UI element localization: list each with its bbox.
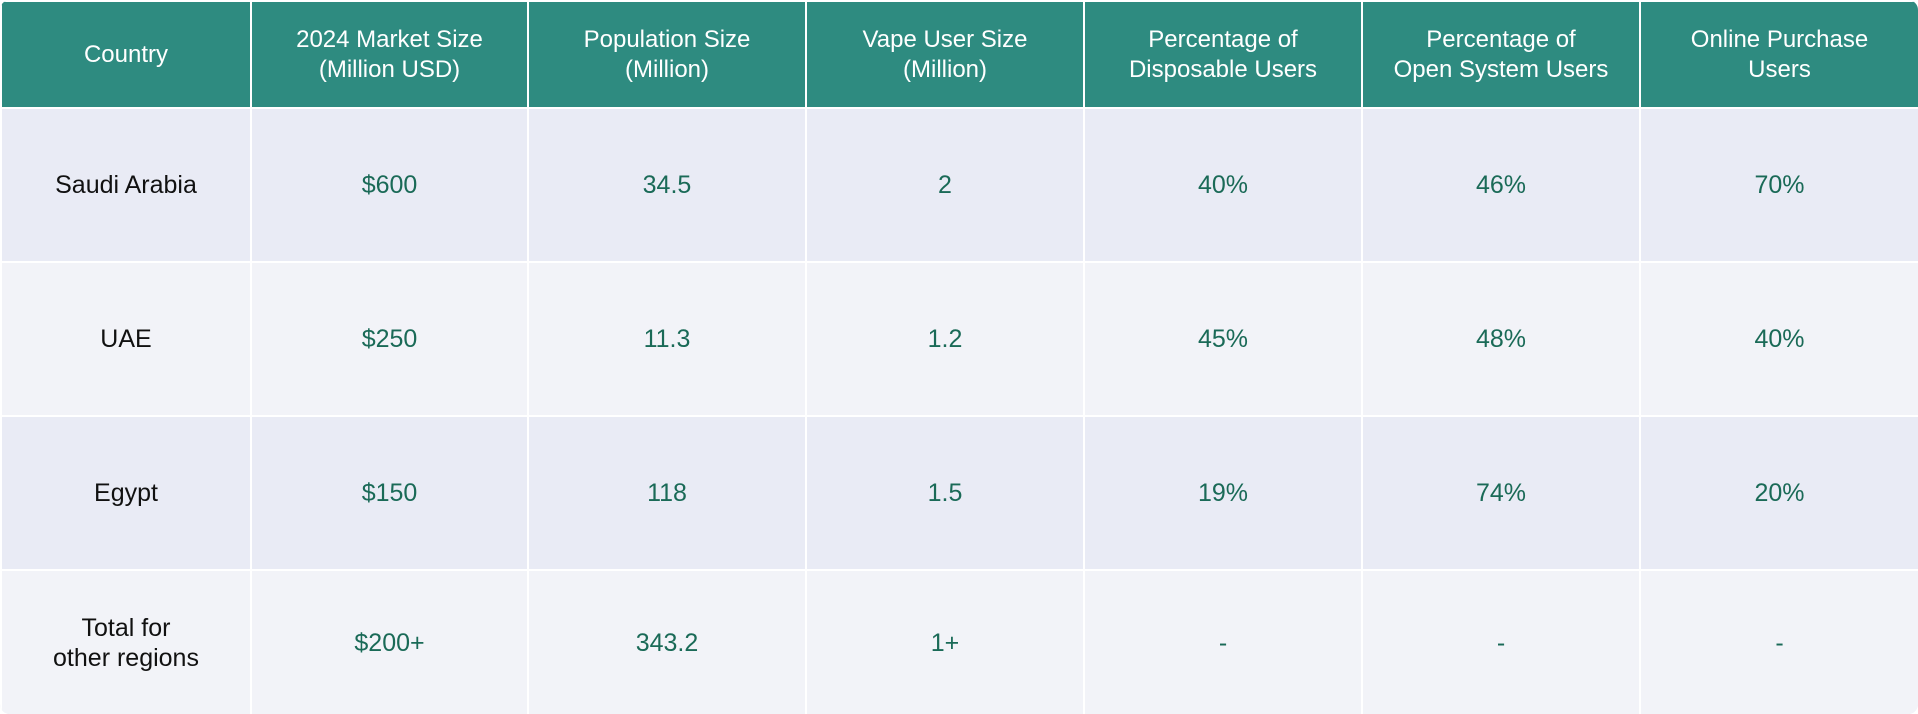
header-population-size-line-2: (Million) xyxy=(625,55,709,83)
cell-online-pct: 40% xyxy=(1639,261,1918,417)
cell-country: Total for other regions xyxy=(0,569,252,714)
cell-population: 343.2 xyxy=(527,569,807,714)
header-disposable-pct: Percentage of Disposable Users xyxy=(1083,0,1363,109)
country-name-line-1: Total for xyxy=(81,613,171,642)
country-name: Saudi Arabia xyxy=(55,171,197,199)
cell-vape-users: 1.5 xyxy=(805,415,1085,571)
table-row: UAE $250 11.3 1.2 45% 48% 40% xyxy=(0,261,1918,417)
cell-vape-users: 1.2 xyxy=(805,261,1085,417)
header-vape-user-size-line-2: (Million) xyxy=(903,55,987,83)
country-name: Egypt xyxy=(94,479,158,507)
table-header-row: Country 2024 Market Size (Million USD) P… xyxy=(0,0,1918,109)
cell-country: Saudi Arabia xyxy=(0,107,252,263)
header-market-size-line-2: (Million USD) xyxy=(318,55,461,83)
cell-vape-users: 1+ xyxy=(805,569,1085,714)
cell-disposable-pct: 40% xyxy=(1083,107,1363,263)
header-market-size: 2024 Market Size (Million USD) xyxy=(250,0,529,109)
table-row: Egypt $150 118 1.5 19% 74% 20% xyxy=(0,415,1918,571)
cell-open-system-pct: 46% xyxy=(1361,107,1641,263)
cell-market-size: $200+ xyxy=(250,569,529,714)
cell-country: UAE xyxy=(0,261,252,417)
table-row: Total for other regions $200+ 343.2 1+ -… xyxy=(0,569,1918,714)
header-disposable-pct-line-1: Percentage of xyxy=(1148,25,1298,53)
country-name-line-2: other regions xyxy=(53,643,199,672)
cell-market-size: $250 xyxy=(250,261,529,417)
header-open-system-pct-line-1: Percentage of xyxy=(1426,25,1576,53)
cell-open-system-pct: - xyxy=(1361,569,1641,714)
header-vape-user-size: Vape User Size (Million) xyxy=(805,0,1085,109)
header-open-system-pct-line-2: Open System Users xyxy=(1393,55,1609,83)
cell-online-pct: 20% xyxy=(1639,415,1918,571)
header-country: Country xyxy=(0,0,252,109)
header-vape-user-size-line-1: Vape User Size xyxy=(862,25,1028,53)
cell-open-system-pct: 48% xyxy=(1361,261,1641,417)
cell-disposable-pct: - xyxy=(1083,569,1363,714)
header-online-purchase-line-2: Users xyxy=(1748,55,1811,83)
country-name: UAE xyxy=(100,325,152,353)
cell-online-pct: 70% xyxy=(1639,107,1918,263)
cell-disposable-pct: 45% xyxy=(1083,261,1363,417)
cell-population: 118 xyxy=(527,415,807,571)
header-population-size-line-1: Population Size xyxy=(583,25,751,53)
cell-population: 11.3 xyxy=(527,261,807,417)
cell-country: Egypt xyxy=(0,415,252,571)
header-population-size: Population Size (Million) xyxy=(527,0,807,109)
header-open-system-pct: Percentage of Open System Users xyxy=(1361,0,1641,109)
cell-market-size: $150 xyxy=(250,415,529,571)
table-row: Saudi Arabia $600 34.5 2 40% 46% 70% xyxy=(0,107,1918,263)
cell-open-system-pct: 74% xyxy=(1361,415,1641,571)
header-disposable-pct-line-2: Disposable Users xyxy=(1128,55,1318,83)
header-online-purchase: Online Purchase Users xyxy=(1639,0,1918,109)
cell-disposable-pct: 19% xyxy=(1083,415,1363,571)
header-market-size-line-1: 2024 Market Size xyxy=(296,25,483,53)
cell-online-pct: - xyxy=(1639,569,1918,714)
cell-vape-users: 2 xyxy=(805,107,1085,263)
cell-population: 34.5 xyxy=(527,107,807,263)
header-country-line-1: Country xyxy=(83,40,169,68)
cell-market-size: $600 xyxy=(250,107,529,263)
header-online-purchase-line-1: Online Purchase xyxy=(1690,25,1869,53)
